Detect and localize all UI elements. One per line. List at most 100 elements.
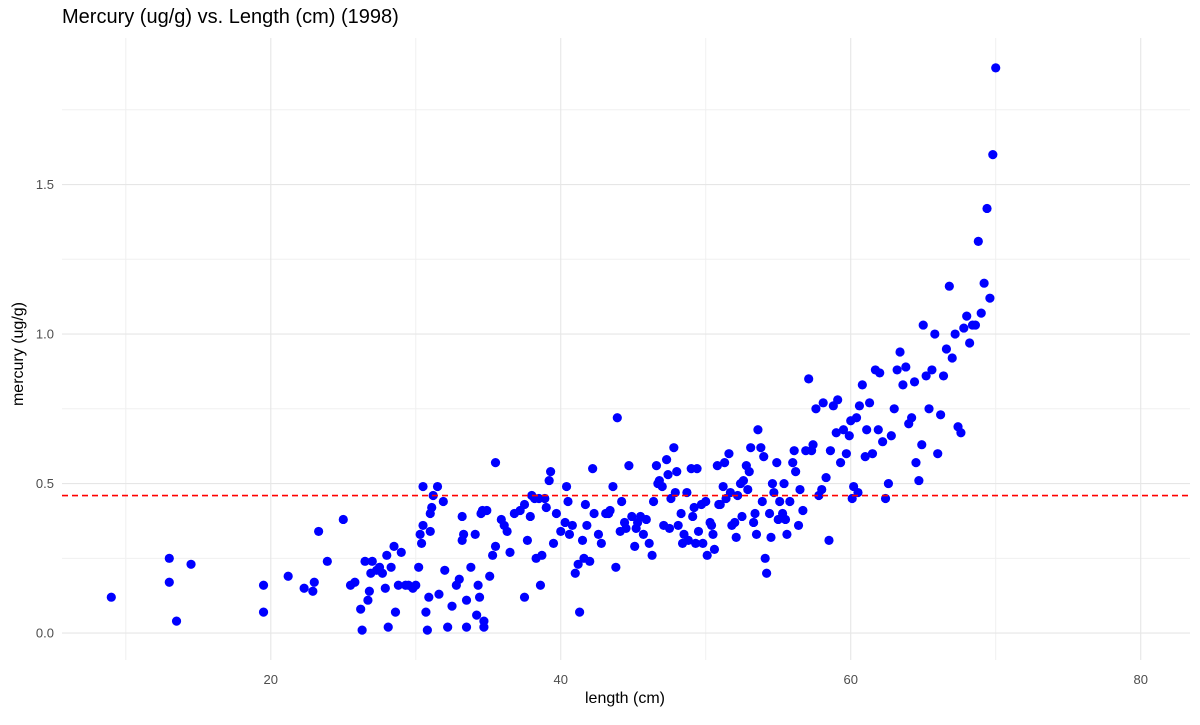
data-point bbox=[791, 467, 801, 477]
data-point bbox=[759, 452, 769, 462]
data-point bbox=[873, 425, 883, 435]
data-point bbox=[988, 150, 998, 160]
data-point bbox=[443, 622, 453, 632]
data-point bbox=[911, 458, 921, 468]
data-point bbox=[647, 550, 657, 560]
data-point bbox=[638, 529, 648, 540]
data-point bbox=[933, 449, 943, 459]
data-point bbox=[309, 577, 319, 587]
data-point bbox=[561, 481, 572, 492]
data-point bbox=[519, 499, 530, 510]
data-point bbox=[835, 458, 846, 468]
data-point bbox=[299, 583, 309, 593]
data-point bbox=[525, 511, 535, 522]
data-point bbox=[459, 529, 469, 540]
data-point bbox=[976, 308, 986, 318]
data-point bbox=[580, 499, 591, 510]
data-point bbox=[390, 607, 401, 617]
data-point bbox=[505, 547, 515, 557]
data-point bbox=[724, 449, 734, 459]
data-point bbox=[411, 580, 421, 590]
data-point bbox=[567, 520, 577, 531]
data-point bbox=[712, 461, 722, 471]
data-point bbox=[364, 586, 374, 596]
data-point bbox=[737, 511, 747, 522]
data-point bbox=[314, 526, 324, 537]
data-point bbox=[624, 461, 634, 471]
data-point bbox=[457, 511, 467, 522]
data-point bbox=[673, 520, 683, 531]
chart-title: Mercury (ug/g) vs. Length (cm) (1998) bbox=[62, 6, 399, 28]
data-point bbox=[918, 320, 928, 330]
data-point bbox=[573, 559, 583, 569]
data-point bbox=[490, 458, 501, 468]
data-point bbox=[434, 589, 444, 599]
data-point bbox=[973, 236, 983, 246]
data-point bbox=[663, 469, 673, 480]
data-point bbox=[886, 431, 896, 441]
data-point bbox=[479, 616, 489, 626]
data-point bbox=[979, 278, 989, 288]
data-point bbox=[424, 592, 434, 602]
data-point bbox=[936, 410, 946, 420]
data-point bbox=[322, 556, 332, 566]
data-point bbox=[389, 541, 399, 551]
data-point bbox=[901, 362, 911, 372]
data-point bbox=[669, 443, 679, 453]
data-point bbox=[689, 502, 699, 513]
data-point bbox=[702, 550, 712, 560]
data-point bbox=[927, 365, 937, 375]
data-point bbox=[519, 592, 530, 602]
data-point bbox=[556, 526, 566, 537]
data-point bbox=[357, 625, 367, 635]
data-point bbox=[860, 452, 870, 462]
data-point bbox=[630, 541, 640, 551]
data-point bbox=[854, 401, 865, 411]
data-point bbox=[698, 538, 708, 548]
data-point bbox=[466, 562, 476, 572]
data-point bbox=[708, 529, 718, 540]
data-point bbox=[563, 496, 573, 507]
data-point bbox=[991, 63, 1001, 73]
data-point bbox=[750, 508, 760, 519]
data-point bbox=[709, 544, 720, 554]
data-point bbox=[546, 467, 556, 477]
data-point bbox=[438, 496, 448, 507]
data-point bbox=[432, 481, 443, 492]
data-point bbox=[857, 380, 867, 390]
data-point bbox=[596, 538, 606, 548]
data-point bbox=[789, 446, 799, 456]
data-point bbox=[782, 529, 792, 540]
data-point bbox=[383, 622, 393, 632]
data-point bbox=[454, 574, 464, 584]
data-point bbox=[470, 529, 480, 540]
data-point bbox=[751, 529, 762, 540]
data-point bbox=[756, 443, 766, 453]
data-point bbox=[878, 437, 888, 447]
data-point bbox=[817, 484, 827, 495]
data-point bbox=[959, 323, 969, 333]
data-point bbox=[921, 371, 931, 381]
data-point bbox=[748, 517, 759, 528]
data-point bbox=[766, 532, 776, 542]
data-point bbox=[488, 550, 498, 560]
data-point bbox=[641, 514, 651, 525]
data-point bbox=[719, 458, 730, 468]
data-point bbox=[621, 523, 631, 534]
data-point bbox=[541, 502, 551, 513]
data-point bbox=[522, 535, 533, 545]
y-tick-label: 0.0 bbox=[36, 626, 54, 641]
data-point bbox=[564, 529, 575, 540]
data-point bbox=[672, 467, 682, 477]
data-point bbox=[575, 607, 585, 617]
y-tick-label: 0.5 bbox=[36, 476, 54, 491]
data-point bbox=[775, 496, 785, 507]
data-point bbox=[821, 472, 831, 483]
data-point bbox=[798, 505, 808, 516]
data-point bbox=[688, 511, 698, 522]
data-point bbox=[482, 505, 492, 516]
data-point bbox=[944, 281, 954, 291]
data-point bbox=[657, 481, 667, 492]
data-point bbox=[683, 535, 693, 545]
data-point bbox=[744, 467, 754, 477]
